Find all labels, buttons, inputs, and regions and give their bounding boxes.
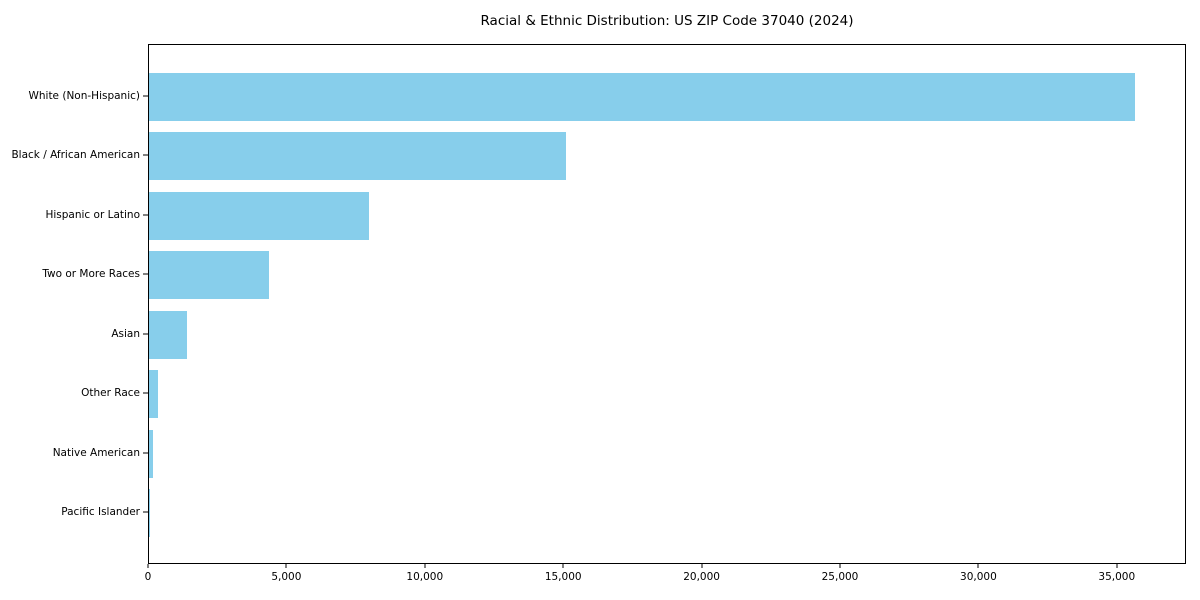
y-tick-mark [143,154,148,156]
x-tick-mark [285,564,287,568]
x-tick-label: 20,000 [683,571,720,583]
x-axis: 0 5,000 10,000 15,000 20,000 25,000 30,000 35,0… [144,564,1186,600]
bar [149,191,369,240]
y-tick-mark [143,392,148,394]
x-tick-mark [1116,564,1118,568]
y-tick-label: Asian [111,327,140,340]
y-tick-label: Other Race [81,387,140,400]
y-tick-mark [143,214,148,216]
bar [149,429,153,478]
y-tick-mark [143,95,148,97]
x-tick-mark [839,564,841,568]
x-tick-label: 0 [144,571,152,583]
x-tick-mark [147,564,149,568]
bar [149,132,567,181]
y-tick-label: Native American [52,446,140,459]
bar [149,251,270,300]
x-tick-label: 30,000 [960,571,997,583]
y-tick-label: Two or More Races [42,268,140,281]
y-tick-label: Pacific Islander [61,506,140,519]
bar [149,72,1136,121]
x-tick-label: 35,000 [1098,571,1136,583]
y-tick-label: White (Non-Hispanic) [28,89,140,102]
y-tick-mark [143,273,148,275]
bar [149,489,151,538]
x-tick-mark [562,564,564,568]
x-tick-mark [977,564,979,568]
x-tick-label: 10,000 [406,571,444,583]
bar [149,370,159,419]
x-tick-mark [424,564,426,568]
x-tick-label: 25,000 [821,571,859,583]
chart-title: Racial & Ethnic Distribution: US ZIP Cod… [480,13,854,29]
y-axis-labels: White (Non-Hispanic) Black / African Amer… [0,44,140,564]
bar [149,310,188,359]
y-tick-mark [143,333,148,335]
bars-container [149,45,1185,563]
y-tick-mark [143,511,148,513]
y-tick-mark [143,452,148,454]
y-tick-label: Hispanic or Latino [45,208,140,221]
plot-area [148,44,1186,564]
x-tick-mark [701,564,703,568]
x-tick-label: 15,000 [544,571,582,583]
y-tick-label: Black / African American [11,149,140,162]
x-tick-label: 5,000 [271,571,302,583]
